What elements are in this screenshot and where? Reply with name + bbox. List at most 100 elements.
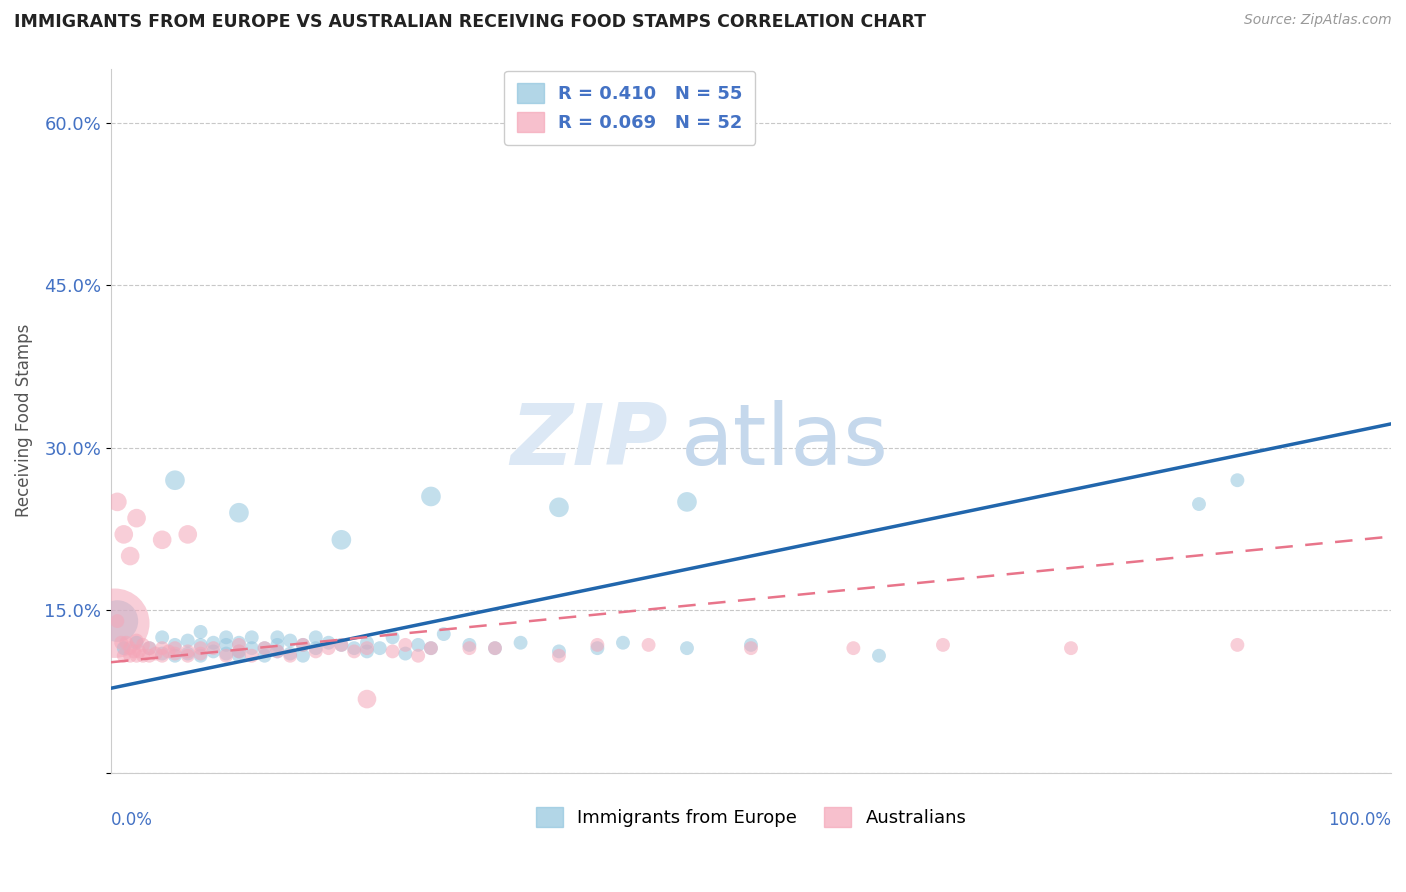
Point	[305, 644, 328, 658]
Point	[163, 648, 186, 663]
Point	[215, 630, 238, 644]
Point	[484, 641, 506, 656]
Point	[215, 648, 238, 663]
Point	[318, 636, 340, 650]
Legend: Immigrants from Europe, Australians: Immigrants from Europe, Australians	[529, 800, 973, 834]
Point	[266, 644, 288, 658]
Point	[240, 641, 263, 656]
Point	[202, 636, 225, 650]
Point	[122, 644, 145, 658]
Point	[291, 638, 314, 652]
Point	[330, 638, 353, 652]
Point	[266, 638, 288, 652]
Point	[112, 641, 135, 656]
Point	[105, 614, 128, 628]
Point	[228, 506, 250, 520]
Point	[105, 614, 128, 628]
Point	[420, 490, 443, 504]
Point	[509, 636, 531, 650]
Point	[190, 624, 212, 639]
Point	[110, 636, 132, 650]
Point	[177, 527, 200, 541]
Point	[125, 511, 148, 525]
Point	[190, 647, 212, 661]
Point	[157, 644, 180, 658]
Point	[228, 644, 250, 658]
Point	[381, 644, 404, 658]
Point	[190, 638, 212, 652]
Point	[548, 648, 571, 663]
Point	[330, 638, 353, 652]
Text: ZIP: ZIP	[510, 401, 668, 483]
Point	[381, 630, 404, 644]
Point	[163, 641, 186, 656]
Point	[1060, 641, 1083, 656]
Point	[278, 633, 301, 648]
Point	[105, 495, 128, 509]
Point	[120, 641, 142, 656]
Point	[356, 636, 378, 650]
Point	[112, 527, 135, 541]
Point	[228, 638, 250, 652]
Point	[266, 630, 288, 644]
Point	[1188, 497, 1211, 511]
Point	[215, 638, 238, 652]
Point	[163, 473, 186, 487]
Point	[138, 648, 160, 663]
Point	[177, 648, 200, 663]
Point	[394, 647, 416, 661]
Point	[177, 647, 200, 661]
Point	[150, 641, 173, 656]
Point	[1226, 638, 1249, 652]
Y-axis label: Receiving Food Stamps: Receiving Food Stamps	[15, 324, 32, 517]
Point	[132, 638, 155, 652]
Point	[291, 648, 314, 663]
Point	[177, 633, 200, 648]
Point	[177, 644, 200, 658]
Point	[228, 644, 250, 658]
Point	[104, 616, 127, 631]
Point	[842, 641, 865, 656]
Point	[1226, 473, 1249, 487]
Point	[318, 641, 340, 656]
Point	[586, 641, 609, 656]
Point	[586, 638, 609, 652]
Point	[228, 648, 250, 663]
Point	[868, 648, 890, 663]
Point	[484, 641, 506, 656]
Point	[163, 638, 186, 652]
Point	[291, 638, 314, 652]
Point	[150, 647, 173, 661]
Point	[138, 641, 160, 656]
Point	[228, 636, 250, 650]
Point	[548, 644, 571, 658]
Point	[394, 638, 416, 652]
Point	[343, 644, 366, 658]
Point	[278, 648, 301, 663]
Point	[150, 648, 173, 663]
Point	[676, 495, 699, 509]
Point	[420, 641, 443, 656]
Point	[120, 549, 142, 563]
Text: IMMIGRANTS FROM EUROPE VS AUSTRALIAN RECEIVING FOOD STAMPS CORRELATION CHART: IMMIGRANTS FROM EUROPE VS AUSTRALIAN REC…	[14, 13, 927, 31]
Point	[406, 648, 429, 663]
Point	[740, 641, 762, 656]
Point	[253, 648, 276, 663]
Text: atlas: atlas	[681, 401, 889, 483]
Point	[548, 500, 571, 515]
Text: 0.0%: 0.0%	[111, 812, 153, 830]
Point	[266, 644, 288, 658]
Point	[305, 630, 328, 644]
Point	[637, 638, 659, 652]
Point	[125, 633, 148, 648]
Point	[120, 648, 142, 663]
Point	[240, 630, 263, 644]
Point	[112, 648, 135, 663]
Point	[190, 648, 212, 663]
Point	[676, 641, 699, 656]
Point	[253, 641, 276, 656]
Point	[115, 636, 138, 650]
Point	[125, 636, 148, 650]
Point	[343, 641, 366, 656]
Point	[202, 644, 225, 658]
